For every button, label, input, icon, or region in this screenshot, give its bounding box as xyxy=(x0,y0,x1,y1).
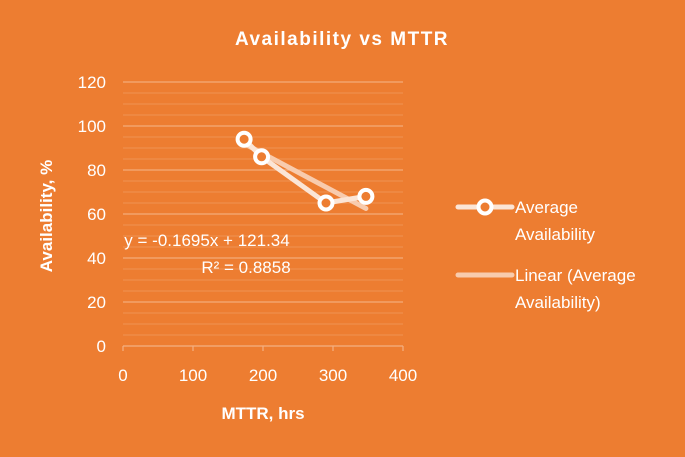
y-tick-label: 80 xyxy=(87,161,106,180)
y-axis-label: Availability, % xyxy=(37,160,56,272)
data-point xyxy=(357,187,375,205)
y-tick-label: 40 xyxy=(87,249,106,268)
y-tick-label: 60 xyxy=(87,205,106,224)
gridlines xyxy=(123,81,403,336)
trendline-equation: y = -0.1695x + 121.34 xyxy=(124,231,289,250)
y-tick-label: 20 xyxy=(87,293,106,312)
x-axis-label: MTTR, hrs xyxy=(221,404,304,423)
x-tick-label: 100 xyxy=(179,366,207,385)
axes: 0 100 200 300 400 0 20 40 60 80 100 120 xyxy=(78,73,418,385)
y-tick-label: 0 xyxy=(97,337,106,356)
legend-series-marker xyxy=(476,198,494,216)
data-point xyxy=(235,130,253,148)
x-tick-label: 400 xyxy=(389,366,417,385)
data-point xyxy=(317,194,335,212)
trendline-r-squared: R² = 0.8858 xyxy=(201,258,290,277)
y-tick-label: 100 xyxy=(78,117,106,136)
legend-trendline-label: Availability) xyxy=(515,293,601,312)
x-tick-label: 300 xyxy=(319,366,347,385)
legend: Average Availability Linear (Average Availa… xyxy=(455,198,636,312)
data-point xyxy=(253,148,271,166)
legend-series-label: Average xyxy=(515,198,578,217)
y-tick-label: 120 xyxy=(78,73,106,92)
series-line xyxy=(241,136,369,206)
x-tick-label: 200 xyxy=(249,366,277,385)
series-layer xyxy=(235,130,375,212)
legend-trendline-label: Linear (Average xyxy=(515,266,636,285)
legend-series-label: Availability xyxy=(515,225,596,244)
chart-title: Availability vs MTTR xyxy=(235,29,449,50)
x-tick-label: 0 xyxy=(118,366,127,385)
